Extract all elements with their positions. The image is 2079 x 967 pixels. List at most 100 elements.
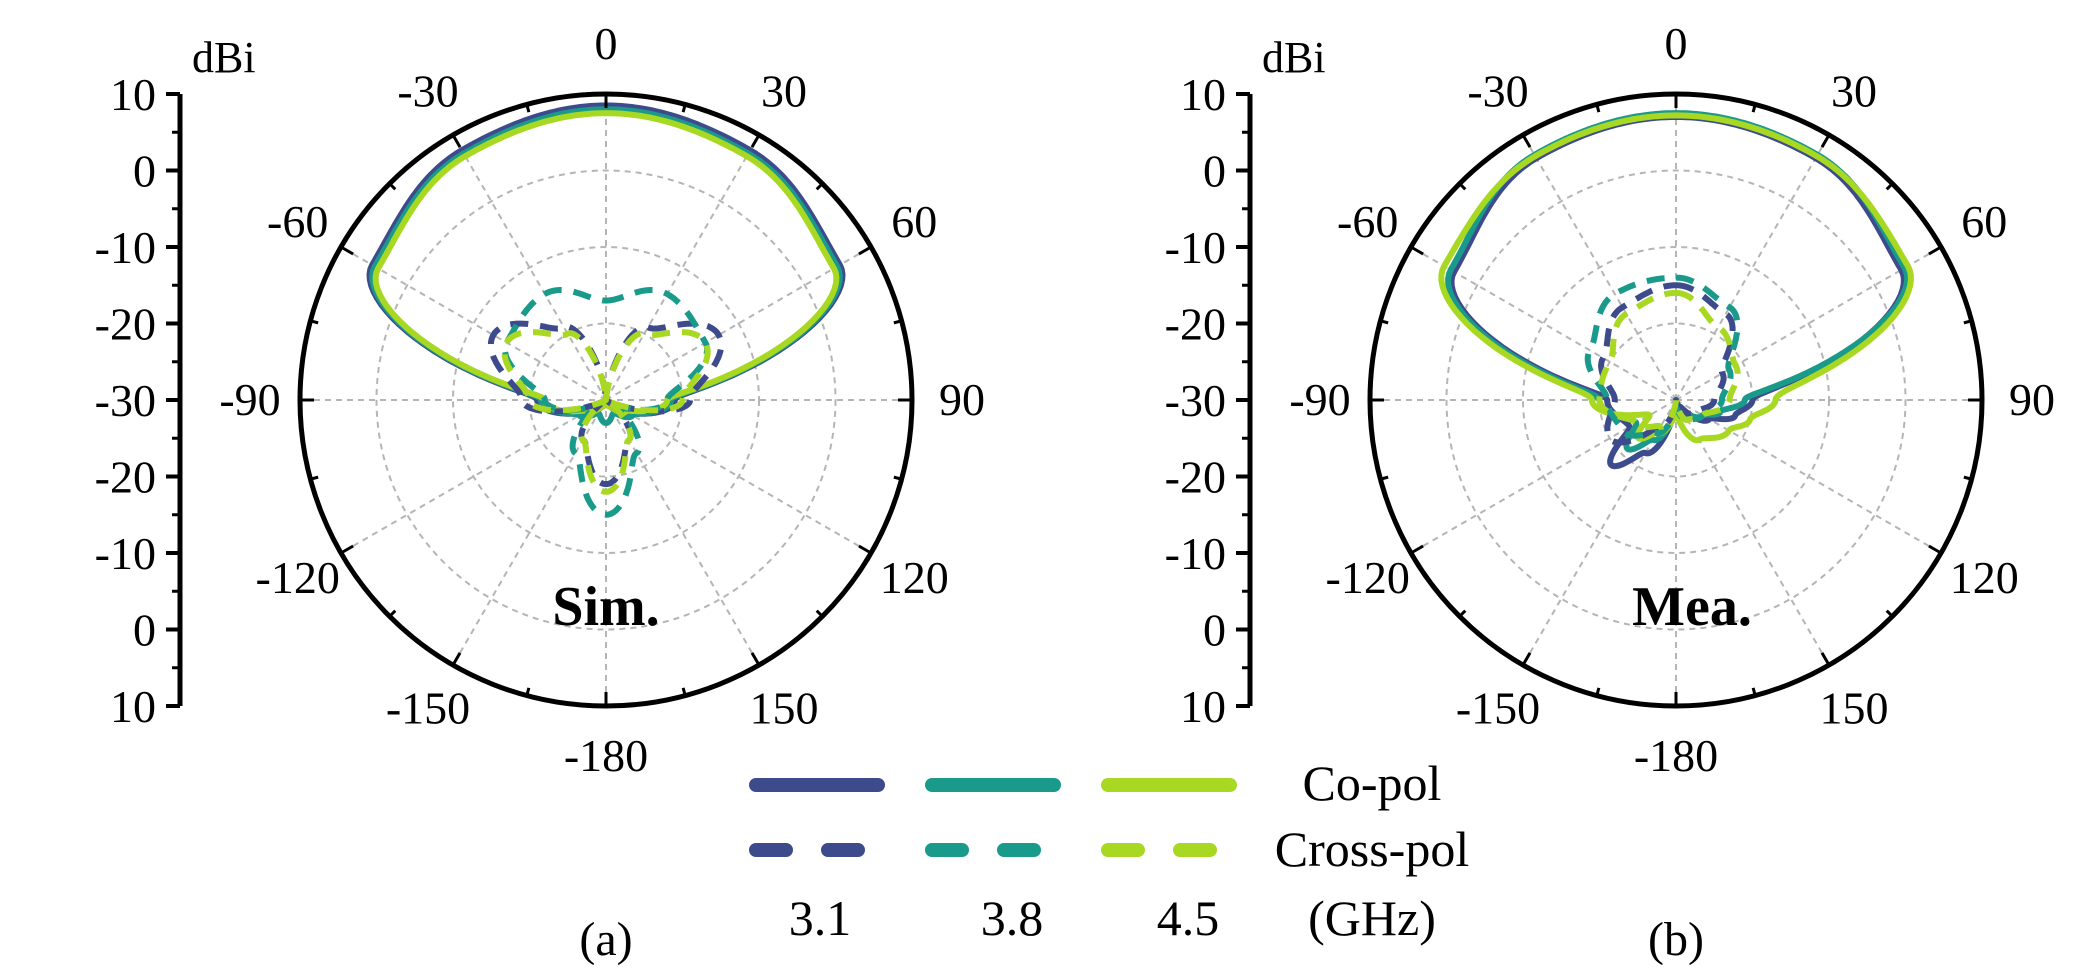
angle-label: -90	[219, 374, 280, 425]
angle-label: -150	[1456, 682, 1540, 733]
radial-tick-label: 10	[1180, 681, 1226, 732]
angle-label: 30	[761, 66, 807, 117]
angle-tick	[1595, 104, 1601, 113]
angle-tick	[310, 475, 319, 481]
angle-tick	[1885, 609, 1894, 618]
grid-spoke	[1675, 246, 1942, 401]
series-cross-pol-3-1	[487, 320, 725, 488]
grid-spoke	[1675, 399, 1830, 666]
angle-label: -30	[1467, 66, 1528, 117]
angle-label: -180	[564, 730, 648, 781]
radial-tick-label: 10	[1180, 69, 1226, 120]
grid-spoke	[1675, 134, 1830, 401]
angle-label: 0	[1665, 18, 1688, 69]
radial-tick-label: -20	[1165, 452, 1226, 503]
angle-label: -60	[267, 196, 328, 247]
angle-label: 120	[880, 552, 949, 603]
radial-tick-label: -10	[95, 222, 156, 273]
radial-tick-label: -20	[1165, 299, 1226, 350]
series-cross-pol-4-5	[1596, 289, 1741, 431]
angle-tick	[1963, 319, 1972, 325]
legend-swatches	[749, 778, 1237, 857]
outer-angle-ticks-a	[300, 94, 912, 706]
radial-tick-label: -20	[95, 452, 156, 503]
radial-tick-label: 10	[110, 681, 156, 732]
angle-tick	[815, 182, 824, 191]
legend-freq-label: 4.5	[1157, 890, 1220, 946]
angle-tick	[1885, 182, 1894, 191]
angle-label: 60	[1961, 196, 2007, 247]
series-cross-pol-3-8	[501, 287, 711, 518]
radial-tick-label: -20	[95, 299, 156, 350]
angle-tick	[750, 134, 761, 148]
angle-tick	[525, 687, 531, 696]
angle-label: -120	[256, 552, 340, 603]
panel-annotation-sim: Sim.	[552, 576, 659, 638]
radial-tick-label: 0	[133, 605, 156, 656]
legend-unit-label: (GHz)	[1308, 890, 1436, 946]
grid-spoke	[605, 399, 872, 554]
legend-cross-pol-label: Cross-pol	[1275, 821, 1469, 877]
angle-tick	[893, 475, 902, 481]
angle-tick	[340, 245, 354, 256]
radial-tick-label: 0	[133, 146, 156, 197]
angle-label: -90	[1289, 374, 1350, 425]
grid-spoke	[1522, 134, 1677, 401]
series-cross-pol-3-1	[1598, 282, 1736, 446]
angle-tick	[1820, 134, 1831, 148]
angle-label: -60	[1337, 196, 1398, 247]
angle-tick	[451, 134, 462, 148]
polar-grid-a	[300, 94, 912, 706]
grid-ring	[1445, 169, 1907, 631]
radial-tick-label: -30	[1165, 375, 1226, 426]
series-co-pol-3-1	[1448, 113, 1907, 470]
angle-label: 150	[1820, 682, 1889, 733]
angle-label: -120	[1326, 552, 1410, 603]
angle-tick	[1410, 544, 1424, 555]
panel-annotation-mea: Mea.	[1632, 576, 1752, 638]
angle-tick	[1928, 245, 1942, 256]
grid-spoke	[1675, 399, 1942, 554]
panel-label-a: (a)	[579, 913, 632, 966]
angle-tick	[451, 652, 462, 666]
grid-ring	[452, 246, 760, 554]
outer-angle-ticks-b	[1370, 94, 1982, 706]
grid-spoke	[452, 399, 607, 666]
radial-tick-label: -10	[1165, 528, 1226, 579]
pattern-curves-a	[366, 102, 846, 518]
radial-unit-label-a: dBi	[192, 33, 256, 82]
angle-tick	[1380, 475, 1389, 481]
legend-freq-label: 3.1	[789, 890, 852, 946]
polar-grid-b	[1370, 94, 1982, 706]
angle-tick	[893, 319, 902, 325]
angle-tick	[340, 544, 354, 555]
radial-tick-label: 0	[1203, 146, 1226, 197]
angle-label: -150	[386, 682, 470, 733]
angle-tick	[1963, 475, 1972, 481]
angle-label: 120	[1950, 552, 2019, 603]
angle-tick	[1751, 104, 1757, 113]
grid-spoke	[605, 246, 872, 401]
grid-spoke	[452, 134, 607, 401]
radial-tick-label: -30	[95, 375, 156, 426]
legend: Co-pol Cross-pol 3.1 3.8 4.5 (GHz)	[749, 755, 1469, 946]
panel-label-b: (b)	[1648, 913, 1704, 966]
grid-spoke	[605, 134, 760, 401]
grid-ring	[1522, 246, 1830, 554]
angle-tick	[1458, 609, 1467, 618]
radial-scale-b: dBi 10 0 -10 -20 -30 -20 -10 0 10	[1165, 33, 1326, 732]
panel-b-measured: 0 30 60 90 120 150 -180 -150 -120 -90 -60 -30 dBi 1…	[1165, 18, 2055, 966]
angle-tick	[388, 182, 397, 191]
angle-label: 60	[891, 196, 937, 247]
angle-tick	[310, 319, 319, 325]
angle-tick	[1521, 134, 1532, 148]
radial-tick-label: -10	[95, 528, 156, 579]
angle-tick	[1928, 544, 1942, 555]
grid-spoke	[340, 246, 607, 401]
angle-tick	[1595, 687, 1601, 696]
angle-label: -180	[1634, 730, 1718, 781]
angle-tick	[681, 687, 687, 696]
angle-tick	[681, 104, 687, 113]
angle-tick	[750, 652, 761, 666]
